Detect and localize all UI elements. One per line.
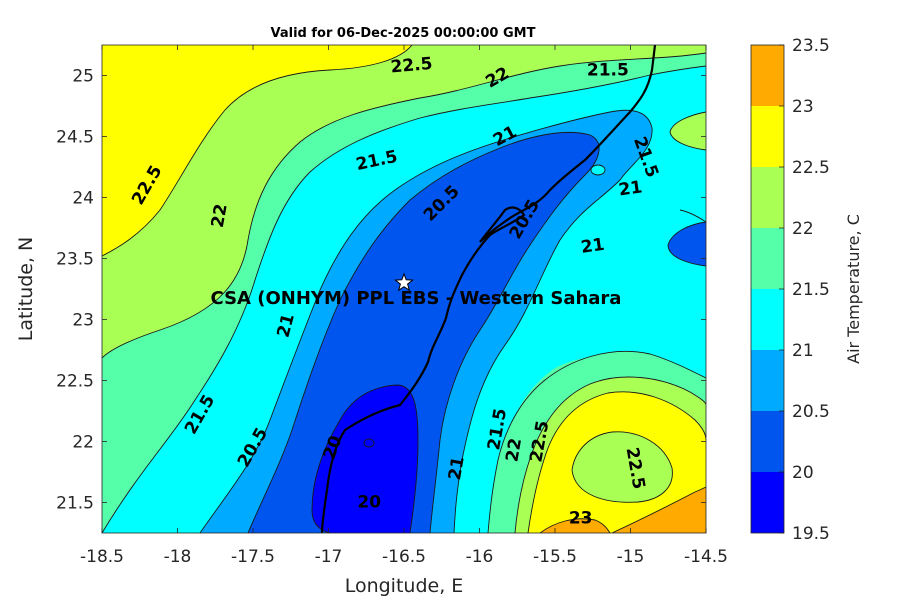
band-21-island xyxy=(591,165,605,175)
y-tick-label: 22 xyxy=(72,433,94,453)
y-tick-label: 25 xyxy=(72,67,94,87)
colorbar-tick-label: 21 xyxy=(792,341,814,361)
y-tick-label: 23 xyxy=(72,311,94,331)
colorbar-tick-label: 23.5 xyxy=(792,36,830,56)
colorbar-tick-label: 20 xyxy=(792,463,814,483)
colorbar-segment xyxy=(751,228,784,289)
y-axis: 21.5 22 22.5 23 23.5 24 24.5 25 xyxy=(56,67,706,514)
contour-label: 21.5 xyxy=(587,61,629,81)
contour-label: 22 xyxy=(502,437,526,464)
colorbar-segment xyxy=(751,45,784,106)
x-tick-label: -14.5 xyxy=(684,547,728,567)
contour-label: 21 xyxy=(617,177,643,200)
x-tick-label: -15 xyxy=(617,547,645,567)
colorbar-tick-label: 22.5 xyxy=(792,158,830,178)
x-axis-label: Longitude, E xyxy=(345,575,464,597)
colorbar-tick-label: 22 xyxy=(792,219,814,239)
x-tick-label: -16.5 xyxy=(382,547,426,567)
colorbar-segment xyxy=(751,350,784,411)
y-tick-label: 24 xyxy=(72,189,94,209)
site-marker-group: CSA (ONHYM) PPL EBS - Western Sahara xyxy=(211,272,622,309)
contour-label: 22.5 xyxy=(390,54,434,78)
y-tick-label: 23.5 xyxy=(56,250,94,270)
contour-label: 22 xyxy=(208,202,232,229)
contour-label: 23 xyxy=(569,508,593,528)
band-22_5-northwest xyxy=(102,45,412,256)
colorbar-tick-label: 20.5 xyxy=(792,402,830,422)
x-tick-label: -18.5 xyxy=(80,547,124,567)
x-tick-label: -15.5 xyxy=(533,547,577,567)
colorbar-segment xyxy=(751,167,784,228)
x-tick-label: -18 xyxy=(164,547,192,567)
contour-label: 21 xyxy=(445,455,469,482)
y-tick-label: 24.5 xyxy=(56,128,94,148)
colorbar-segment xyxy=(751,411,784,472)
contour-lines xyxy=(102,45,706,533)
x-tick-label: -16 xyxy=(466,547,494,567)
chart-title: Valid for 06-Dec-2025 00:00:00 GMT xyxy=(271,26,536,41)
colorbar-tick-label: 21.5 xyxy=(792,280,830,300)
colorbar-label: Air Temperature, C xyxy=(844,214,863,364)
coastline xyxy=(320,45,657,533)
y-tick-label: 21.5 xyxy=(56,494,94,514)
band-23-south xyxy=(540,518,610,533)
colorbar-tick-label: 19.5 xyxy=(792,524,830,544)
band-19_5-south xyxy=(312,385,418,533)
colorbar-segment xyxy=(751,289,784,350)
site-star-icon xyxy=(394,272,414,292)
site-label: CSA (ONHYM) PPL EBS - Western Sahara xyxy=(211,288,622,309)
colorbar: 19.5 20 20.5 21 21.5 22 22.5 23 23.5 xyxy=(750,36,830,544)
x-axis: -18.5 -18 -17.5 -17 -16.5 -16 -15.5 -15 -14.5 xyxy=(80,45,728,567)
contour-label: 21 xyxy=(580,235,606,258)
contour-label: 20 xyxy=(357,493,381,513)
y-axis-label: Latitude, N xyxy=(15,237,37,342)
band-22-southeast-island xyxy=(572,431,673,503)
y-tick-label: 22.5 xyxy=(56,372,94,392)
colorbar-tick-label: 23 xyxy=(792,97,814,117)
band-22-northwest xyxy=(102,45,706,358)
x-tick-label: -17.5 xyxy=(231,547,275,567)
x-tick-label: -17 xyxy=(315,547,343,567)
colorbar-segment xyxy=(751,472,784,533)
colorbar-segment xyxy=(751,106,784,167)
